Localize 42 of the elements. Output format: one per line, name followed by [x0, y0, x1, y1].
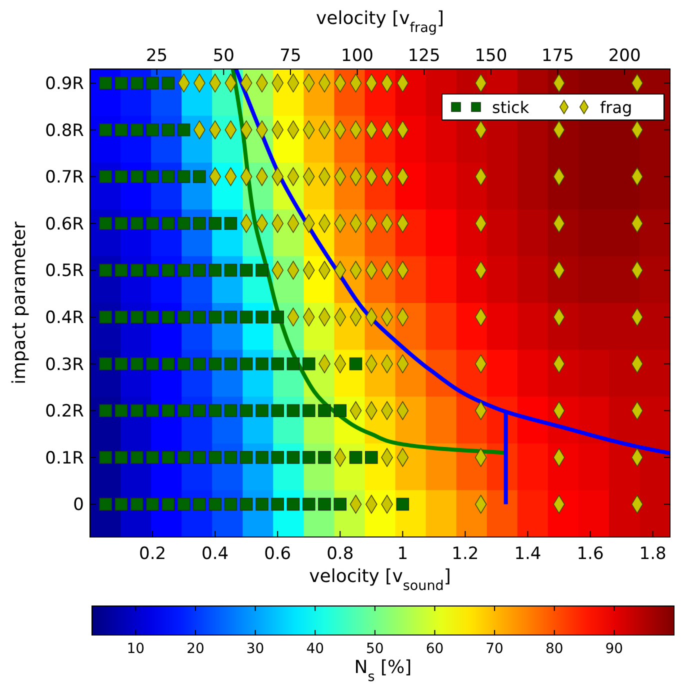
x-tick-label: 0.2	[139, 544, 166, 564]
color-bar-label: 50	[366, 641, 384, 657]
y-tick-label: 0.8R	[45, 120, 84, 141]
x2-tick-label: 150	[474, 46, 508, 66]
y-tick-label: 0.5R	[45, 261, 84, 282]
color-bar-label: 20	[186, 641, 204, 657]
x-tick-label: 1.2	[452, 544, 479, 564]
x-tick-label: 1.8	[639, 544, 666, 564]
y-axis-title: impact parameter	[9, 221, 30, 384]
x2-tick-label: 175	[542, 46, 574, 66]
x2-tick-label: 125	[408, 46, 440, 66]
y-tick-label: 0.9R	[45, 74, 84, 94]
x2-axis-title: velocity [v$_{frag}$]	[316, 8, 444, 36]
x2-tick-label: 200	[608, 46, 641, 66]
color-bar-label: 40	[306, 641, 324, 657]
x2-tick-label: 75	[280, 46, 302, 66]
color-bar-label: 80	[545, 641, 564, 657]
x-tick-label: 0.6	[264, 544, 292, 564]
y-tick-label: 0.4R	[45, 308, 84, 328]
legend-label: stick	[492, 98, 530, 117]
y-tick-label: 0.3R	[45, 354, 84, 375]
color-bar-label: 90	[605, 641, 624, 657]
x-tick-label: 1	[397, 544, 408, 564]
x2-tick-label: 100	[341, 46, 374, 66]
y-tick-label: 0	[73, 495, 84, 516]
y-tick-label: 0.1R	[45, 448, 84, 468]
x2-tick-label: 50	[212, 46, 234, 66]
x2-tick-label: 25	[146, 46, 168, 66]
y-tick-label: 0.7R	[45, 168, 84, 188]
legend-label: frag	[600, 98, 632, 117]
y-tick-label: 0.6R	[45, 214, 84, 234]
color-bar-label: 30	[246, 641, 264, 657]
x-axis-title: velocity [v$_{sound}$]	[309, 566, 451, 594]
x-tick-label: 1.4	[514, 544, 542, 564]
x-tick-label: 1.6	[576, 544, 604, 564]
color-bar-label: 70	[486, 641, 504, 657]
x-tick-label: 0.8	[326, 544, 354, 564]
y-tick-label: 0.2R	[45, 402, 84, 422]
x-tick-label: 0.4	[202, 544, 229, 564]
color-bar-label: 60	[426, 641, 444, 657]
color-bar-title: N$_{s}$ [%]	[354, 657, 412, 685]
color-bar-label: 10	[126, 641, 145, 657]
